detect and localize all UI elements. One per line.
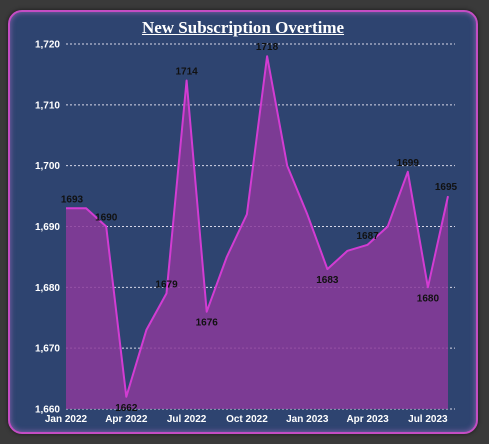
- data-label: 1695: [435, 182, 458, 193]
- data-label: 1676: [196, 318, 219, 329]
- data-label: 1679: [155, 279, 178, 290]
- data-label: 1680: [417, 293, 440, 304]
- y-tick-label: 1,680: [35, 283, 60, 294]
- data-label: 1662: [115, 403, 138, 414]
- series-line: [66, 55, 449, 398]
- x-tick-label: Apr 2022: [105, 414, 148, 425]
- y-tick-label: 1,690: [35, 222, 60, 233]
- data-label: 1687: [356, 231, 379, 242]
- x-tick-label: Jan 2022: [45, 414, 88, 425]
- x-tick-label: Jan 2023: [286, 414, 329, 425]
- data-label: 1690: [95, 213, 118, 224]
- chart-title: New Subscription Overtime: [141, 18, 345, 37]
- x-tick-label: Oct 2022: [226, 414, 268, 425]
- y-tick-label: 1,700: [35, 161, 60, 172]
- x-tick-label: Jul 2022: [167, 414, 207, 425]
- data-label: 1714: [176, 67, 199, 78]
- data-label: 1693: [61, 194, 84, 205]
- data-label: 1718: [256, 42, 279, 53]
- y-tick-label: 1,710: [35, 100, 60, 111]
- x-tick-label: Apr 2023: [346, 414, 389, 425]
- y-tick-label: 1,660: [35, 405, 60, 416]
- y-tick-label: 1,720: [35, 40, 60, 51]
- x-tick-label: Jul 2023: [408, 414, 448, 425]
- y-tick-label: 1,670: [35, 344, 60, 355]
- data-label: 1699: [397, 158, 420, 169]
- series-area: [66, 56, 448, 409]
- data-label: 1683: [316, 275, 339, 286]
